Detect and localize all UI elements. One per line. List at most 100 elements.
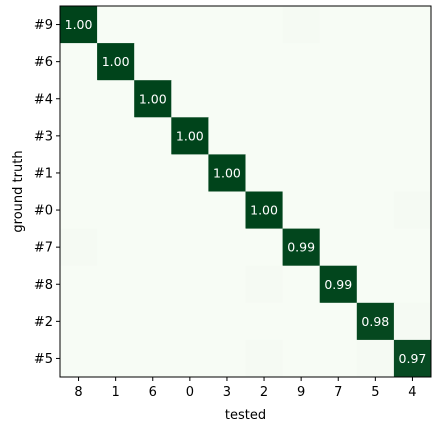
heatmap-cell xyxy=(134,6,172,44)
x-tick-label: 0 xyxy=(186,385,194,400)
heatmap-cell xyxy=(245,339,284,378)
heatmap-cell xyxy=(245,6,284,44)
heatmap-cell xyxy=(60,302,98,341)
heatmap-cell xyxy=(134,228,172,267)
heatmap-cell xyxy=(171,228,209,267)
heatmap-cell xyxy=(282,80,321,118)
x-tick-label: 2 xyxy=(260,385,268,400)
heatmap-cell xyxy=(245,80,284,118)
heatmap-cell xyxy=(319,191,358,230)
heatmap-cell xyxy=(60,80,98,118)
heatmap-cell xyxy=(356,339,395,378)
cell-value-label: 1.00 xyxy=(65,17,93,32)
y-tick-label: #7 xyxy=(34,241,53,256)
heatmap-cell xyxy=(282,6,321,44)
heatmap-cell xyxy=(282,339,321,378)
heatmap-cell xyxy=(134,191,172,230)
x-tick-label: 3 xyxy=(223,385,231,400)
x-tick-label: 8 xyxy=(74,385,82,400)
y-tick-label: #0 xyxy=(34,204,53,219)
heatmap-cell xyxy=(97,80,135,118)
heatmap-cell xyxy=(393,117,432,155)
heatmap-cell xyxy=(208,302,246,341)
cell-value-label: 0.99 xyxy=(324,277,352,292)
heatmap-cell xyxy=(393,80,432,118)
heatmap-cell xyxy=(319,117,358,155)
x-tick-label: 6 xyxy=(149,385,157,400)
heatmap-cell xyxy=(97,154,135,192)
heatmap-cell xyxy=(282,154,321,192)
y-tick-label: #6 xyxy=(34,55,53,70)
heatmap-cells xyxy=(60,6,432,378)
y-axis-ticks: #9 #6 #4 #3 #1 #0 #7 #8 #2 #5 xyxy=(34,18,60,367)
y-tick-label: #3 xyxy=(34,129,53,144)
heatmap-cell xyxy=(60,265,98,304)
heatmap-cell xyxy=(171,265,209,304)
cell-value-label: 1.00 xyxy=(176,128,204,143)
heatmap-cell xyxy=(356,154,395,192)
heatmap-cell xyxy=(319,302,358,341)
x-tick-label: 1 xyxy=(112,385,120,400)
heatmap-cell xyxy=(319,6,358,44)
heatmap-cell xyxy=(393,339,432,378)
cell-value-label: 1.00 xyxy=(213,165,241,180)
heatmap-cell xyxy=(134,302,172,341)
heatmap-cell xyxy=(60,154,98,192)
heatmap-cell xyxy=(282,302,321,341)
x-tick-label: 4 xyxy=(408,385,416,400)
heatmap-cell xyxy=(208,191,246,230)
heatmap-cell xyxy=(393,154,432,192)
heatmap-cell xyxy=(282,117,321,155)
heatmap-cell xyxy=(245,43,284,81)
heatmap-cell xyxy=(356,191,395,230)
heatmap-cell xyxy=(97,339,135,378)
heatmap-cell xyxy=(60,191,98,230)
heatmap-cell xyxy=(245,154,284,192)
heatmap-cell xyxy=(245,228,284,267)
heatmap-cell xyxy=(356,6,395,44)
y-axis-label: ground truth xyxy=(11,150,26,232)
cell-value-label: 1.00 xyxy=(139,91,167,106)
y-tick-label: #8 xyxy=(34,278,53,293)
heatmap-cell xyxy=(319,228,358,267)
heatmap-cell xyxy=(97,191,135,230)
heatmap-cell xyxy=(171,339,209,378)
x-tick-label: 7 xyxy=(334,385,342,400)
heatmap-cell xyxy=(282,228,321,267)
heatmap-cell xyxy=(60,228,98,267)
heatmap-cell xyxy=(393,191,432,230)
cell-value-label: 0.98 xyxy=(361,314,389,329)
heatmap-cell xyxy=(97,43,135,81)
heatmap-cell xyxy=(208,154,246,192)
y-tick-label: #5 xyxy=(34,352,53,367)
x-axis-label: tested xyxy=(225,408,266,423)
y-tick-label: #4 xyxy=(34,92,53,107)
x-tick-label: 9 xyxy=(297,385,305,400)
heatmap-cell xyxy=(393,43,432,81)
heatmap-cell xyxy=(171,80,209,118)
heatmap-cell xyxy=(282,43,321,81)
heatmap-cell xyxy=(60,6,98,44)
heatmap-cell xyxy=(97,6,135,44)
heatmap-cell xyxy=(208,339,246,378)
heatmap-cell xyxy=(356,228,395,267)
heatmap-cell xyxy=(245,302,284,341)
heatmap-cell xyxy=(97,302,135,341)
heatmap-cell xyxy=(208,80,246,118)
heatmap-cell xyxy=(319,43,358,81)
plot-frame xyxy=(59,5,432,378)
heatmap-cell xyxy=(282,191,321,230)
heatmap-cell xyxy=(208,6,246,44)
heatmap-cell xyxy=(171,154,209,192)
heatmap-cell xyxy=(245,265,284,304)
heatmap-cell xyxy=(356,117,395,155)
heatmap-cell xyxy=(171,43,209,81)
heatmap-cell xyxy=(208,117,246,155)
heatmap-cell xyxy=(134,154,172,192)
heatmap-cell xyxy=(356,80,395,118)
heatmap-cell xyxy=(134,265,172,304)
cell-annotations: 1.00 1.00 1.00 1.00 1.00 1.00 0.99 0.99 0.98 0.97 xyxy=(65,17,427,366)
cell-value-label: 0.97 xyxy=(399,351,427,366)
cell-value-label: 1.00 xyxy=(250,203,278,218)
